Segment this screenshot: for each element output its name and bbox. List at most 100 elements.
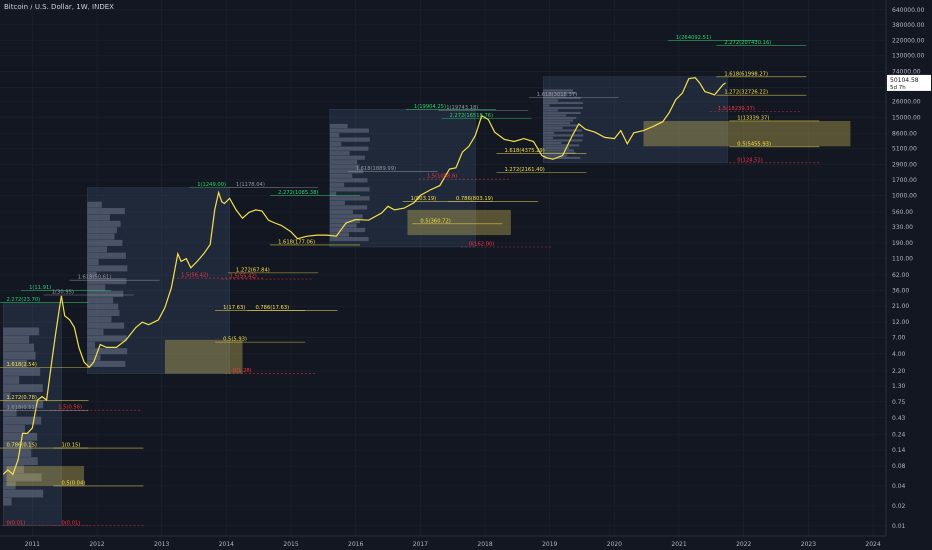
volume-profile-bar: [3, 465, 24, 474]
x-tick-label: 2023: [801, 541, 816, 548]
fib-label: 1.618(2.54): [6, 362, 36, 368]
volume-profile-bar: [3, 392, 11, 401]
volume-profile-bar: [329, 142, 342, 147]
volume-profile-bar: [87, 246, 108, 253]
volume-profile-bar: [87, 265, 128, 272]
fib-label: 1.618(177.06): [278, 239, 315, 245]
y-tick-label: 74000.00: [892, 69, 921, 76]
volume-profile-bar: [329, 196, 370, 201]
x-tick-label: 2012: [89, 541, 104, 548]
price-tag-bg: [887, 74, 931, 91]
x-tick-label: 2018: [477, 541, 492, 548]
fib-label: 1.618(3018.37): [537, 92, 577, 98]
volume-profile-bar: [3, 497, 12, 506]
fib-label: 1(1249.00): [197, 182, 226, 188]
volume-profile-bar: [87, 220, 121, 227]
y-tick-label: 1700.00: [892, 177, 917, 184]
fib-label: 0.5(5455.93): [737, 141, 771, 147]
volume-profile-bar: [543, 136, 553, 140]
volume-profile-bar: [87, 284, 106, 291]
fib-label: 0.786(803.19): [456, 196, 493, 202]
volume-profile-bar: [329, 227, 366, 233]
y-tick-label: 2900.00: [892, 162, 917, 169]
y-tick-label: 21.00: [892, 303, 909, 310]
x-tick-label: 2020: [607, 541, 622, 548]
x-tick-label: 2022: [736, 541, 751, 548]
volume-profile-bar: [329, 187, 370, 192]
volume-profile-bar: [543, 144, 580, 147]
volume-profile-bar: [329, 214, 363, 219]
y-tick-label: 5100.00: [892, 146, 917, 153]
volume-profile-bar: [543, 151, 576, 155]
y-tick-label: 0.02: [892, 503, 906, 510]
volume-profile-bar: [543, 141, 562, 145]
volume-profile-bar: [3, 416, 42, 425]
fib-label: 1.5(1058.6): [427, 174, 457, 180]
value-area-zone: [643, 120, 851, 147]
fib-label: 0.5(0.04): [61, 480, 85, 486]
y-tick-label: 0.43: [892, 415, 906, 422]
y-tick-label: 640000.00: [892, 7, 925, 14]
volume-profile-bar: [87, 354, 101, 361]
volume-profile-bar: [543, 99, 558, 102]
range-boxes: [2, 76, 728, 527]
chart-title: Bitcoin / U.S. Dollar, 1W, INDEX: [4, 3, 114, 11]
volume-profile-bar: [543, 94, 566, 97]
x-tick-label: 2013: [154, 541, 169, 548]
volume-profile-bar: [3, 327, 40, 336]
fib-label: 1(19743.18): [446, 105, 478, 111]
volume-profile-bar: [543, 131, 555, 135]
value-area-zone: [407, 209, 511, 236]
y-tick-label: 12.00: [892, 319, 909, 326]
fib-label: 1(0.15): [61, 443, 80, 449]
volume-profile-bar: [543, 89, 573, 92]
volume-profile-bar: [3, 440, 33, 449]
y-tick-label: 0.75: [892, 399, 906, 406]
fib-label: 0.5(5.93): [223, 337, 247, 343]
volume-profile-bar: [329, 205, 368, 210]
fib-label: 1.272(32726.22): [724, 90, 768, 96]
volume-profile-bar: [543, 129, 582, 132]
volume-profile-bar: [543, 104, 550, 107]
volume-profile-bar: [87, 201, 102, 208]
fib-label: 0(0.01): [61, 520, 80, 526]
volume-profile-bar: [87, 297, 114, 304]
x-tick-label: 2015: [283, 541, 298, 548]
fib-label: 0.786(17.63): [255, 305, 289, 311]
fib-label: 1.5(18239.37): [718, 106, 755, 112]
volume-profile-bar: [87, 341, 95, 348]
fib-label: 1.272(0.78): [6, 395, 36, 401]
volume-profile-bar: [543, 124, 579, 127]
volume-profile-bar: [543, 149, 574, 152]
volume-profile-bar: [3, 473, 42, 482]
fib-label: 0.5(360.72): [420, 218, 450, 224]
cycle-box: [2, 302, 62, 527]
fib-label: 2.272(23.70): [6, 297, 40, 303]
volume-profile-bar: [3, 335, 30, 344]
y-tick-label: 560.00: [892, 209, 913, 216]
volume-profiles: [3, 89, 851, 506]
fib-label: 1(17.63): [223, 305, 245, 311]
volume-profile-bar: [87, 348, 128, 355]
volume-profile-bar: [329, 178, 368, 183]
volume-profile-bar: [329, 164, 360, 169]
fib-label: 1(13339.37): [737, 115, 769, 121]
fib-label: 1(1178.04): [236, 182, 265, 188]
volume-profile-bar: [543, 156, 581, 160]
y-tick-label: 0.04: [892, 483, 906, 490]
time-axis: 2011 2012 2013 2014 2015 2016 2017 2018 2019 2020…: [0, 535, 886, 548]
x-tick-label: 2024: [865, 541, 880, 548]
fib-label: 1.618(1889.99): [356, 166, 396, 172]
y-tick-label: 0.14: [892, 447, 906, 454]
volume-profile-bar: [3, 376, 20, 384]
volume-profile-bar: [329, 132, 340, 138]
cycle-box: [542, 76, 728, 164]
volume-profile-bar: [329, 232, 349, 237]
price-tag-countdown: 5d 7h: [890, 85, 906, 91]
y-tick-label: 4.00: [892, 351, 906, 358]
y-tick-label: 190.00: [892, 240, 913, 247]
x-tick-label: 2017: [413, 541, 428, 548]
volume-profile-bar: [543, 114, 567, 117]
